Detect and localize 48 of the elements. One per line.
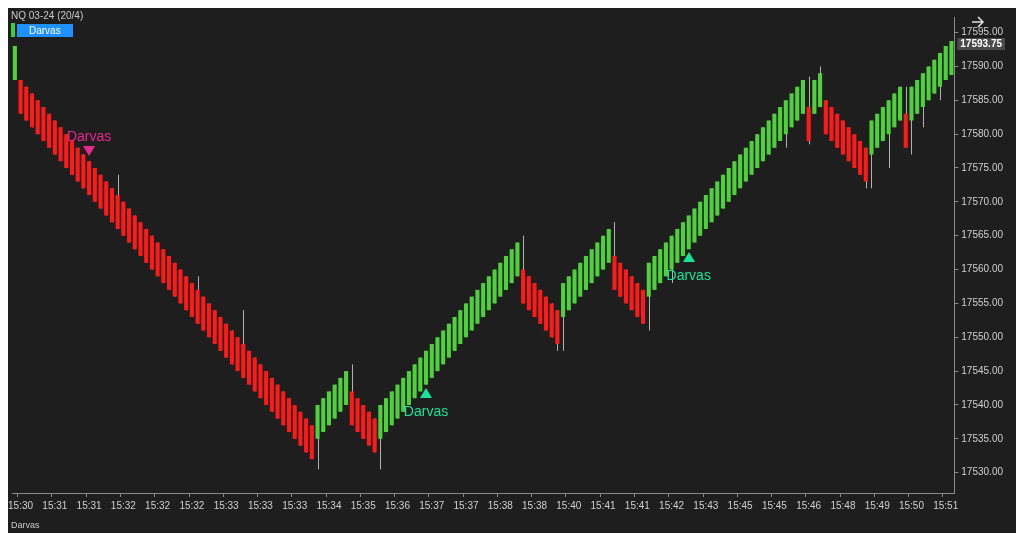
- text: 17593.75: [960, 37, 1003, 49]
- x-tick-label: 15:38: [522, 499, 548, 511]
- annotation: Darvas: [17, 23, 73, 37]
- x-tick-label: 15:41: [624, 499, 651, 511]
- y-tick-label: 17580.00: [961, 127, 1004, 139]
- y-tick-label: 17585.00: [961, 94, 1004, 106]
- y-tick-label: 17560.00: [961, 263, 1004, 275]
- x-tick-label: 15:35: [350, 499, 377, 511]
- x-tick-label: 15:40: [556, 499, 582, 511]
- x-tick-label: 15:38: [487, 499, 514, 511]
- x-tick-label: 15:48: [830, 499, 856, 511]
- y-tick-label: 17570.00: [961, 195, 1004, 207]
- y-tick-label: 17550.00: [961, 331, 1004, 343]
- text: Darvas: [11, 520, 40, 530]
- x-tick-label: 15:50: [898, 499, 925, 511]
- x-tick-label: 15:34: [316, 499, 342, 511]
- x-tick-label: 15:33: [247, 499, 274, 511]
- x-tick-label: 15:42: [659, 499, 685, 511]
- y-tick-label: 17545.00: [961, 364, 1004, 376]
- x-tick-label: 15:32: [110, 499, 137, 511]
- x-tick-label: 15:31: [42, 499, 68, 511]
- annotation: Darvas: [403, 402, 449, 419]
- x-tick-label: 15:46: [796, 499, 822, 511]
- chart-title: NQ 03-24 (20/4): [11, 10, 84, 21]
- x-tick-label: 15:33: [213, 499, 240, 511]
- y-tick-label: 17555.00: [961, 297, 1004, 309]
- x-tick-label: 15:45: [761, 499, 788, 511]
- x-tick-label: 15:51: [933, 499, 959, 511]
- y-tick-label: 17590.00: [961, 60, 1004, 72]
- y-tick-label: 17575.00: [961, 161, 1004, 173]
- x-tick-label: 15:37: [453, 499, 479, 511]
- x-tick-label: 15:36: [384, 499, 411, 511]
- x-tick-label: 15:32: [179, 499, 205, 511]
- x-tick-label: 15:45: [727, 499, 754, 511]
- y-tick-label: 17595.00: [961, 26, 1004, 38]
- x-tick-label: 15:41: [590, 499, 617, 511]
- x-tick-label: 15:33: [282, 499, 308, 511]
- x-tick-label: 15:37: [419, 499, 445, 511]
- x-tick-label: 15:43: [693, 499, 719, 511]
- y-tick-label: 17565.00: [961, 229, 1004, 241]
- x-tick-label: 15:49: [864, 499, 891, 511]
- y-tick-label: 17535.00: [961, 432, 1004, 444]
- y-tick-label: 17530.00: [961, 466, 1004, 478]
- annotation: Darvas: [66, 128, 112, 145]
- x-tick-label: 15:31: [76, 499, 103, 511]
- x-tick-label: 15:30: [8, 499, 34, 511]
- y-tick-label: 17540.00: [961, 398, 1004, 410]
- x-tick-label: 15:32: [145, 499, 171, 511]
